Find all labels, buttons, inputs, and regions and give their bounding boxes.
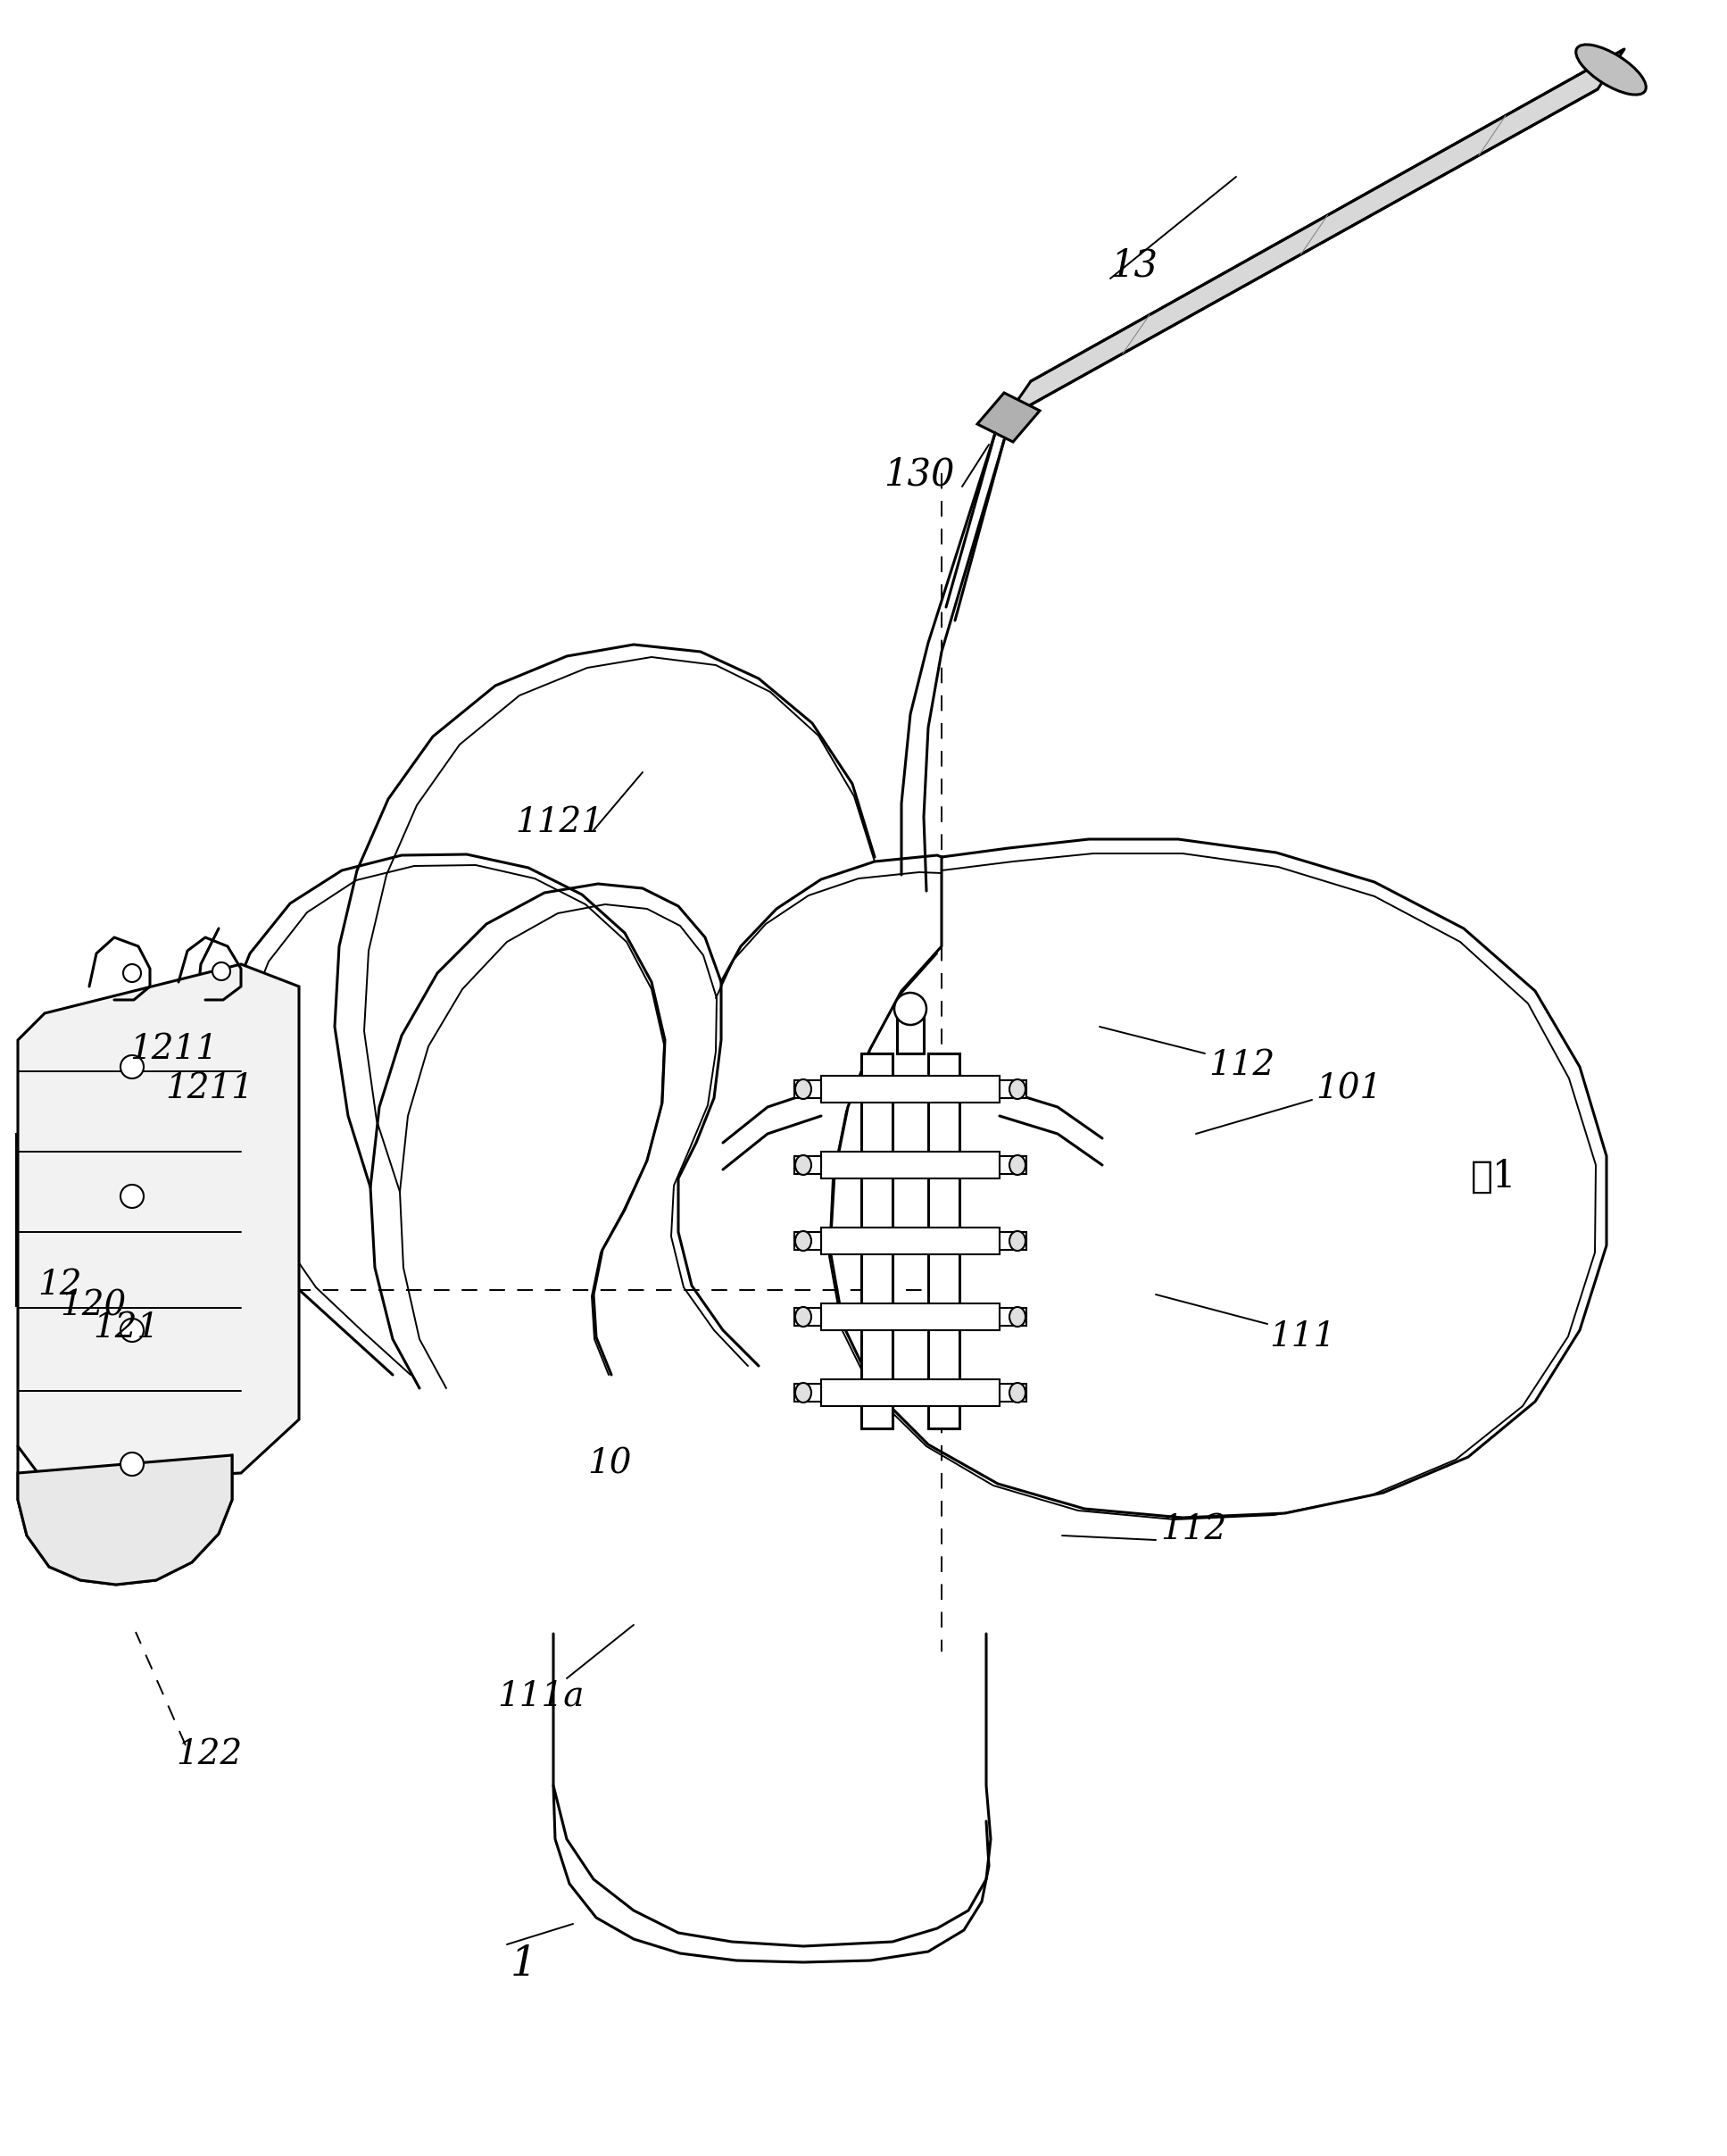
Circle shape: [121, 1319, 143, 1341]
Ellipse shape: [794, 1156, 812, 1175]
Ellipse shape: [794, 1382, 812, 1404]
Polygon shape: [794, 1231, 820, 1250]
Ellipse shape: [794, 1231, 812, 1250]
Text: 图1: 图1: [1471, 1158, 1516, 1194]
Text: 1: 1: [511, 1945, 537, 1984]
Text: 121: 121: [93, 1311, 159, 1343]
Polygon shape: [862, 1054, 893, 1429]
Ellipse shape: [1009, 1080, 1026, 1100]
Polygon shape: [17, 1455, 231, 1585]
Ellipse shape: [1009, 1382, 1026, 1404]
Circle shape: [212, 962, 230, 981]
Polygon shape: [977, 392, 1040, 442]
Polygon shape: [1000, 1231, 1026, 1250]
Ellipse shape: [1009, 1156, 1026, 1175]
Text: 12: 12: [38, 1270, 81, 1302]
Circle shape: [895, 992, 926, 1024]
Polygon shape: [927, 1054, 960, 1429]
Circle shape: [121, 1184, 143, 1207]
Text: 112: 112: [1209, 1048, 1275, 1082]
Polygon shape: [820, 1227, 1000, 1255]
Polygon shape: [1000, 1156, 1026, 1175]
Polygon shape: [794, 1156, 820, 1175]
Ellipse shape: [1577, 45, 1646, 95]
Text: 120: 120: [60, 1289, 126, 1322]
Polygon shape: [1000, 1384, 1026, 1401]
Ellipse shape: [1009, 1307, 1026, 1326]
Circle shape: [121, 1054, 143, 1078]
Polygon shape: [1003, 50, 1625, 420]
Text: 130: 130: [884, 457, 955, 494]
Ellipse shape: [794, 1307, 812, 1326]
Text: 13: 13: [1110, 248, 1157, 285]
Text: 122: 122: [176, 1738, 242, 1770]
Polygon shape: [820, 1304, 1000, 1330]
Polygon shape: [820, 1151, 1000, 1179]
Polygon shape: [1000, 1309, 1026, 1326]
Text: 111: 111: [1269, 1319, 1335, 1354]
Polygon shape: [896, 1009, 924, 1054]
Text: 112: 112: [1161, 1514, 1226, 1546]
Ellipse shape: [1009, 1231, 1026, 1250]
Polygon shape: [794, 1384, 820, 1401]
Polygon shape: [794, 1309, 820, 1326]
Text: 101: 101: [1316, 1074, 1382, 1106]
Polygon shape: [820, 1076, 1000, 1102]
Ellipse shape: [794, 1080, 812, 1100]
Polygon shape: [794, 1080, 820, 1097]
Text: 1121: 1121: [515, 806, 603, 839]
Text: 111a: 111a: [497, 1680, 584, 1712]
Text: 10: 10: [587, 1447, 632, 1481]
Polygon shape: [17, 964, 299, 1481]
Circle shape: [123, 964, 142, 981]
Text: 1211: 1211: [166, 1074, 254, 1106]
Polygon shape: [820, 1380, 1000, 1406]
Circle shape: [121, 1453, 143, 1475]
Polygon shape: [1000, 1080, 1026, 1097]
Text: 1211: 1211: [130, 1033, 218, 1065]
